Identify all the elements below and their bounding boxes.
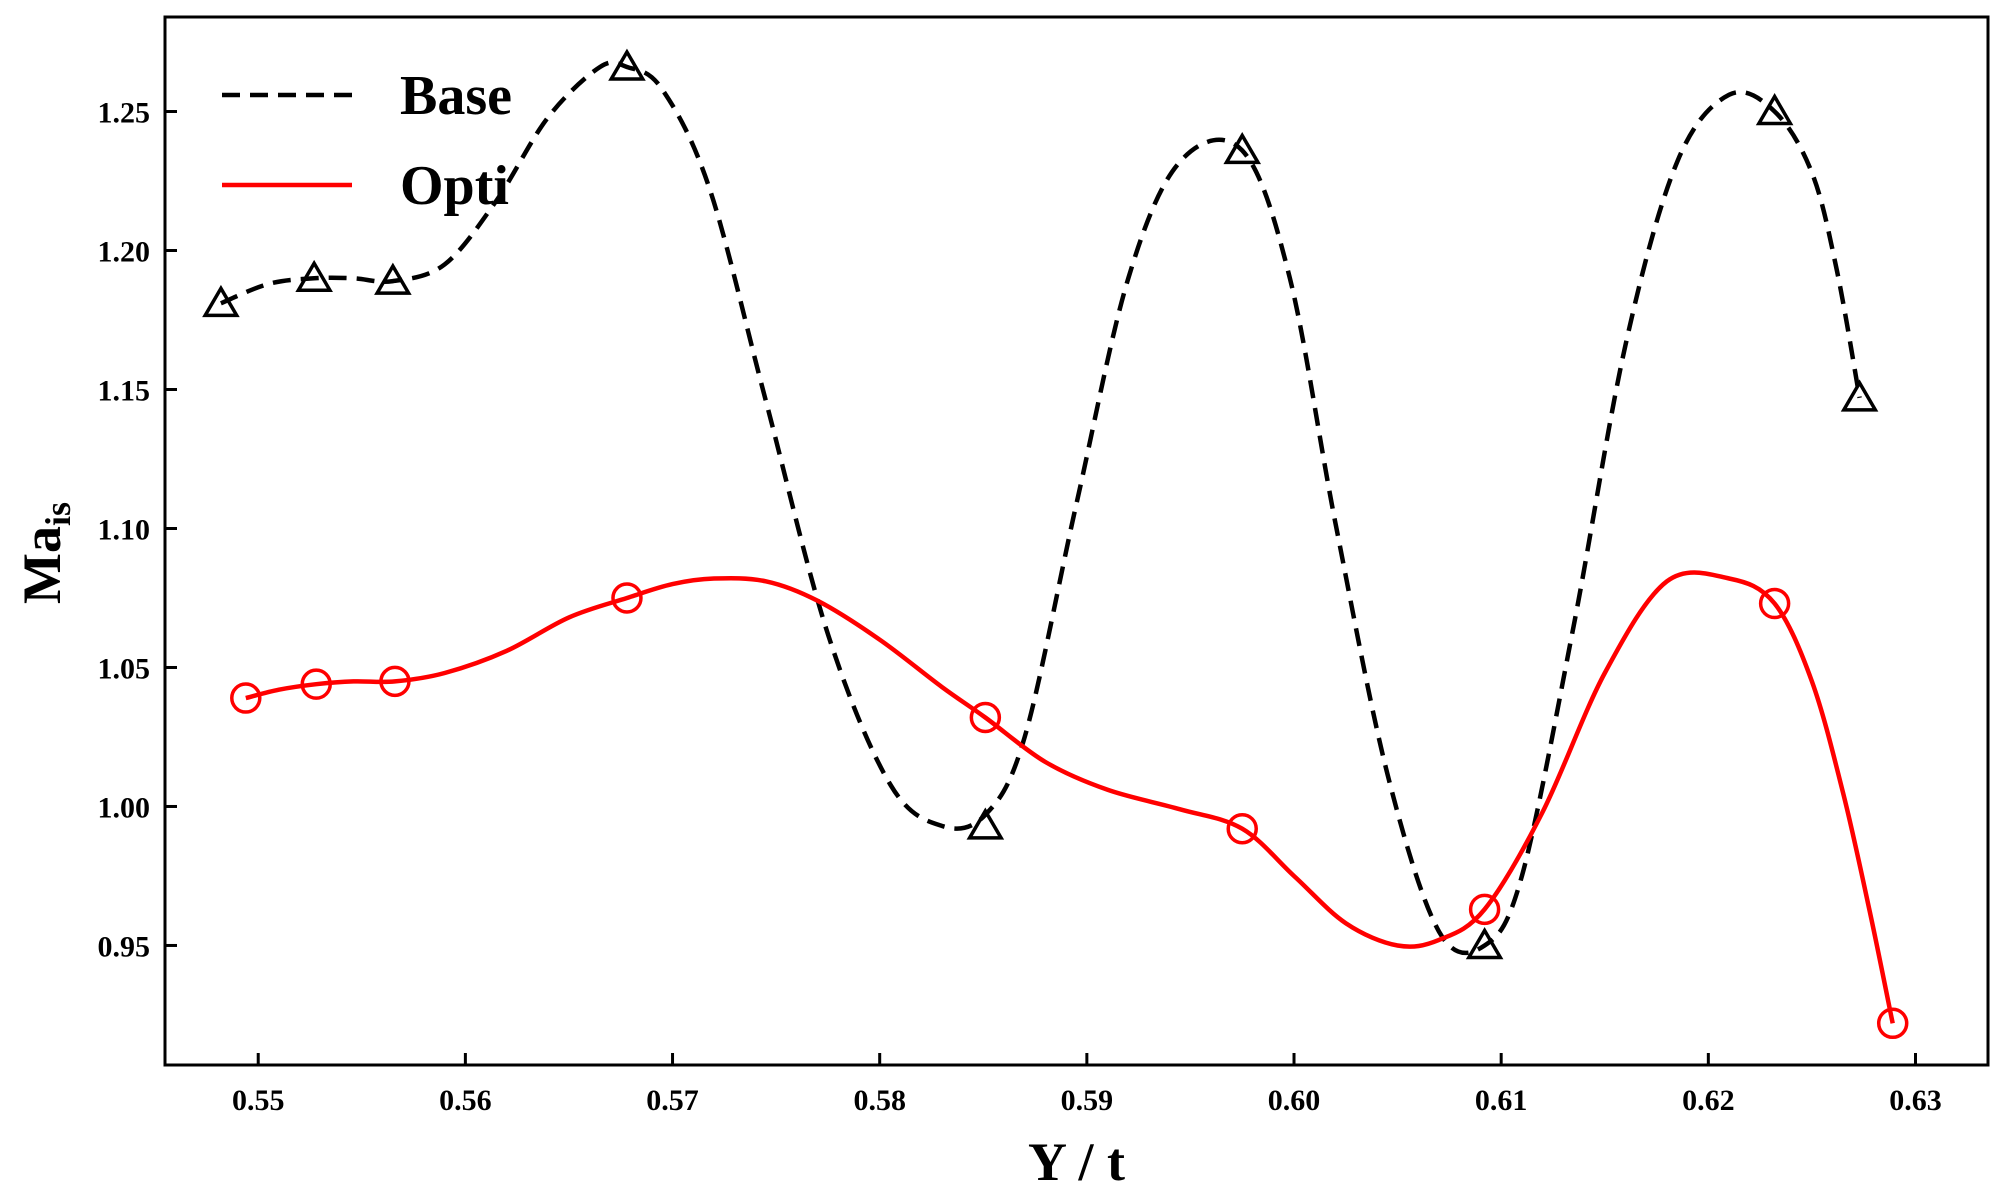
x-axis-ticks: 0.55 0.56 0.57 0.58 0.59 0.60 0.61 0.62 0.63	[232, 1053, 1942, 1117]
data-point-opti	[1226, 812, 1258, 845]
y-tick-label: 1.15	[98, 374, 151, 407]
x-tick-label: 0.59	[1061, 1084, 1114, 1117]
plot-frame	[163, 15, 1990, 1067]
legend-label-opti: Opti	[400, 155, 509, 217]
x-axis-title: Y / t	[1028, 1132, 1125, 1192]
series-curves	[220, 60, 1895, 1024]
x-tick-label: 0.57	[646, 1084, 699, 1117]
data-point-opti	[611, 582, 643, 614]
data-point-opti	[969, 701, 1002, 734]
legend-label-base: Base	[400, 65, 512, 127]
y-axis-ticks: 0.95 1.00 1.05 1.10 1.15 1.20 1.25	[98, 97, 177, 963]
x-tick-label: 0.60	[1268, 1084, 1321, 1117]
y-axis-title-subscript: is	[38, 502, 78, 526]
data-point-base	[295, 259, 333, 293]
data-point-opti	[1876, 1007, 1909, 1040]
data-point-opti	[230, 682, 262, 714]
data-point-base	[1840, 379, 1879, 412]
data-point-base	[1465, 926, 1504, 960]
y-tick-label: 1.05	[98, 652, 151, 685]
data-point-base	[202, 284, 240, 318]
data-point-opti	[379, 665, 411, 698]
series-line-opti	[245, 570, 1895, 1024]
x-tick-label: 0.63	[1889, 1084, 1942, 1117]
x-tick-label: 0.61	[1475, 1084, 1528, 1117]
data-point-opti	[300, 668, 332, 700]
y-tick-label: 1.25	[98, 97, 151, 130]
data-point-base	[1755, 93, 1794, 126]
y-tick-label: 0.95	[98, 930, 151, 963]
data-point-opti	[1468, 893, 1501, 926]
legend: Base Opti	[222, 65, 512, 217]
data-point-base	[608, 48, 646, 81]
data-point-base	[1223, 131, 1262, 165]
data-point-opti	[1758, 587, 1791, 620]
x-tick-label: 0.56	[439, 1084, 492, 1117]
data-point-base	[966, 807, 1005, 840]
y-axis-title: Mais	[12, 502, 78, 604]
series-markers	[202, 48, 1909, 1040]
y-tick-label: 1.00	[98, 791, 151, 824]
series-line-base	[220, 60, 1862, 956]
y-axis-title-main: Ma	[12, 526, 72, 604]
data-point-base	[374, 262, 412, 295]
x-tick-label: 0.55	[232, 1084, 285, 1117]
x-tick-label: 0.62	[1682, 1084, 1735, 1117]
y-tick-label: 1.10	[98, 513, 151, 546]
y-tick-label: 1.20	[98, 236, 151, 269]
x-tick-label: 0.58	[853, 1084, 906, 1117]
